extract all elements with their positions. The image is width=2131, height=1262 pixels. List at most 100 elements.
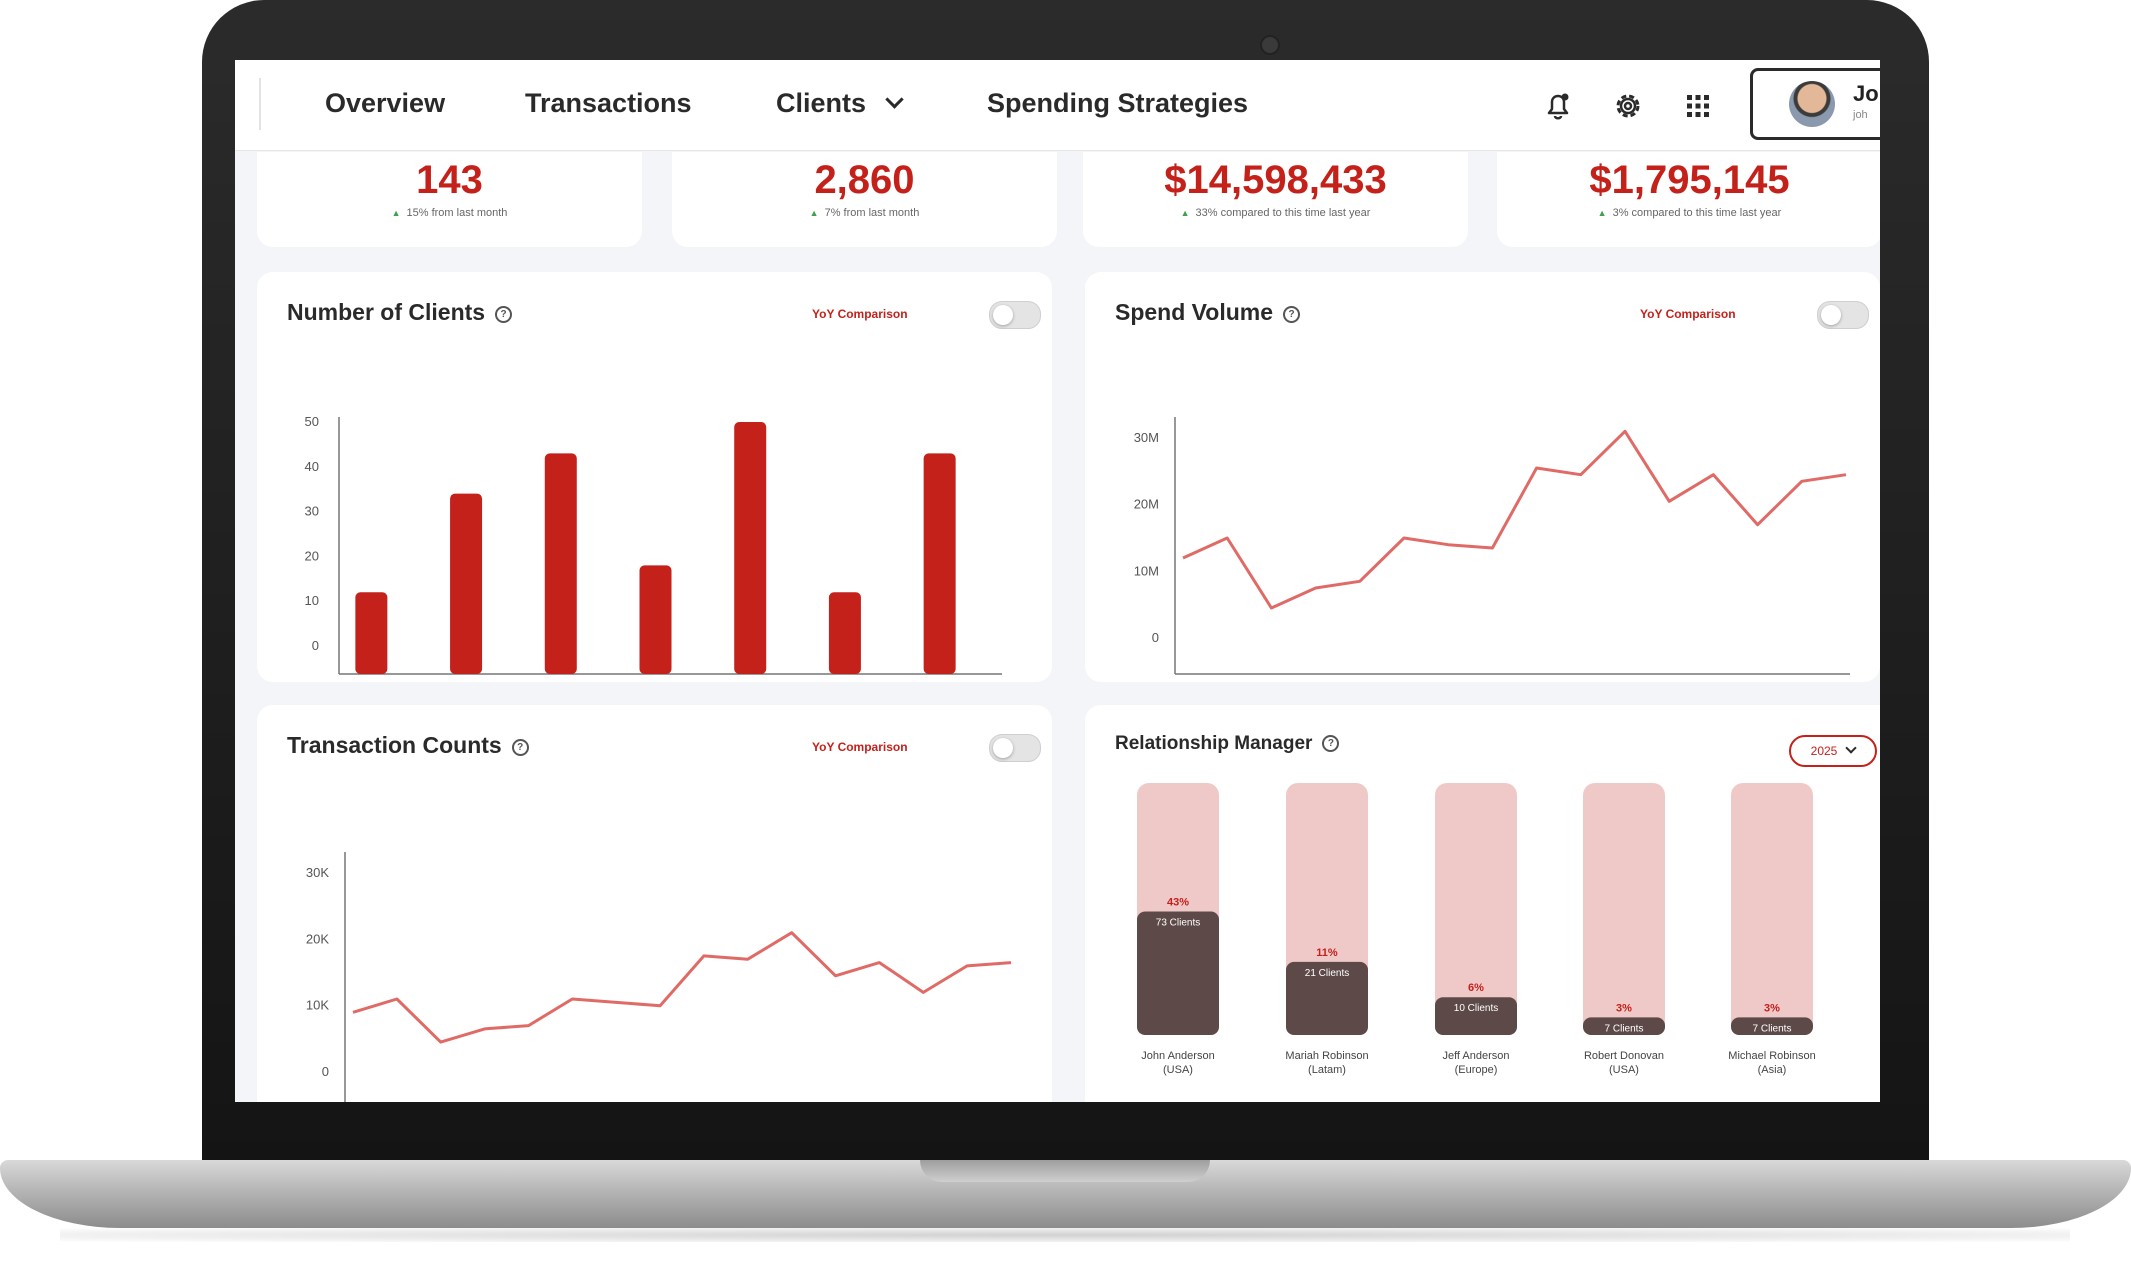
profile-button[interactable]: Jo joh [1750,68,1880,140]
kpi-value: $1,795,145 [1589,158,1790,202]
series-line [1182,429,1847,610]
spend-panel: Spend Volume? YoY Comparison 010M20M30MJ… [1085,272,1880,682]
laptop-shadow [60,1228,2070,1242]
trend-up-icon: ▲ [1180,208,1190,218]
gear-icon[interactable] [1610,88,1646,124]
y-tick-label: 10M [1134,563,1159,578]
yoy-label: YoY Comparison [1640,307,1736,321]
toggle-knob [993,738,1013,758]
apps-grid-icon[interactable] [1680,88,1716,124]
rm-percent-label: 6% [1468,982,1484,994]
nav-transactions[interactable]: Transactions [525,88,692,118]
rm-percent-label: 11% [1316,947,1338,959]
y-tick-label: 20K [306,931,329,946]
rm-percent-label: 3% [1764,1002,1780,1014]
relationship-manager-panel: Relationship Manager? 2025 43% 73 Clients… [1085,705,1880,1102]
nav-overview[interactable]: Overview [325,88,446,118]
help-icon[interactable]: ? [1322,735,1340,752]
bar [639,565,672,674]
help-icon[interactable]: ? [1283,306,1301,323]
bar [450,493,483,674]
relationship-manager-chart: 43% 73 Clients John Anderson (USA) 11% 21 Cli… [1137,783,1816,1076]
panel-title: Relationship Manager? [1115,733,1340,755]
kpi-change-text: 3% compared to this time last year [1612,207,1782,219]
panel-title-text: Spend Volume [1115,299,1274,325]
year-select-value: 2025 [1810,744,1838,758]
kpi-change: ▲ 33% compared to this time last year [1083,207,1468,219]
rm-bar-fill [1137,911,1219,1035]
panel-title-text: Relationship Manager [1115,733,1313,754]
rm-manager-region: (USA) [1609,1064,1639,1076]
rm-bar-background [1583,783,1665,1035]
kpi-change: ▲ 3% compared to this time last year [1497,207,1880,219]
bar [734,422,767,674]
avatar [1789,81,1835,127]
chevron-down-icon [885,90,904,109]
kpi-change: ▲ 15% from last month [257,207,642,219]
kpi-change-text: 33% compared to this time last year [1195,207,1371,219]
help-icon[interactable]: ? [495,306,513,323]
kpi-card-transactions: 2,860 ▲ 7% from last month [672,152,1057,247]
dashboard-screen: 143 ▲ 15% from last month 2,860 ▲ 7% from … [235,60,1880,1102]
rm-clients-label: 10 Clients [1454,1003,1498,1014]
yoy-label: YoY Comparison [812,307,908,321]
kpi-value: 2,860 [814,158,915,202]
y-tick-label: 0 [312,638,319,653]
kpi-change-text: 15% from last month [406,207,508,219]
laptop-notch [920,1160,1210,1182]
rm-clients-label: 7 Clients [1753,1023,1792,1034]
rm-manager-name: Mariah Robinson [1285,1050,1368,1062]
panel-title: Transaction Counts? [287,732,529,759]
rm-bar-fill [1286,961,1368,1035]
y-tick-label: 30M [1134,430,1159,445]
y-tick-label: 10 [305,593,319,608]
y-tick-label: 40 [305,459,319,474]
series-line [352,931,1012,1044]
panel-title-text: Transaction Counts [287,732,502,758]
kpi-value: $14,598,433 [1164,158,1387,202]
profile-name: Jo [1853,81,1879,106]
kpi-card-spend: $14,598,433 ▲ 33% compared to this time l… [1083,152,1468,247]
rm-manager-region: (Latam) [1308,1064,1346,1076]
nav-clients-label: Clients [776,88,867,118]
yoy-toggle[interactable] [1817,301,1869,329]
nav-clients[interactable]: Clients [776,88,904,119]
profile-subtitle: joh [1853,109,1868,121]
nav-spending-strategies[interactable]: Spending Strategies [987,88,1249,118]
notification-bell-icon[interactable] [1540,88,1576,124]
kpi-card-revenue: $1,795,145 ▲ 3% compared to this time las… [1497,152,1880,247]
kpi-change: ▲ 7% from last month [672,207,1057,219]
kpi-value: 143 [416,158,483,202]
bar [828,592,861,674]
rm-manager-name: Jeff Anderson [1442,1050,1509,1062]
spend-line-chart: 010M20M30MJanFebMarAprMayJunJul [1134,417,1850,675]
rm-bar-fill [1583,1017,1665,1035]
help-icon[interactable]: ? [511,739,529,756]
year-select[interactable]: 2025 [1789,735,1877,767]
rm-manager-name: Michael Robinson [1728,1050,1815,1062]
rm-manager-region: (USA) [1163,1064,1193,1076]
trend-up-icon: ▲ [391,208,401,218]
rm-bar-background [1435,783,1517,1035]
kpi-card-clients: 143 ▲ 15% from last month [257,152,642,247]
y-tick-label: 0 [322,1064,329,1079]
y-tick-label: 30K [306,865,329,880]
rm-manager-region: (Europe) [1455,1064,1498,1076]
y-tick-label: 50 [305,414,319,429]
yoy-toggle[interactable] [989,734,1041,762]
kpi-change-text: 7% from last month [824,207,920,219]
bar [923,453,956,674]
top-navbar: Overview Transactions Clients Spending S… [235,60,1880,151]
rm-bar-background [1731,783,1813,1035]
toggle-knob [993,305,1013,325]
rm-percent-label: 3% [1616,1002,1632,1014]
rm-manager-name: Robert Donovan [1584,1050,1664,1062]
panel-title-text: Number of Clients [287,299,486,325]
toggle-knob [1821,305,1841,325]
y-tick-label: 10K [306,998,329,1013]
panel-title: Number of Clients? [287,299,513,326]
transactions-panel: Transaction Counts? YoY Comparison 0 10K 2… [257,705,1052,1102]
rm-bar-fill [1435,997,1517,1035]
yoy-toggle[interactable] [989,301,1041,329]
rm-clients-label: 73 Clients [1156,918,1200,929]
